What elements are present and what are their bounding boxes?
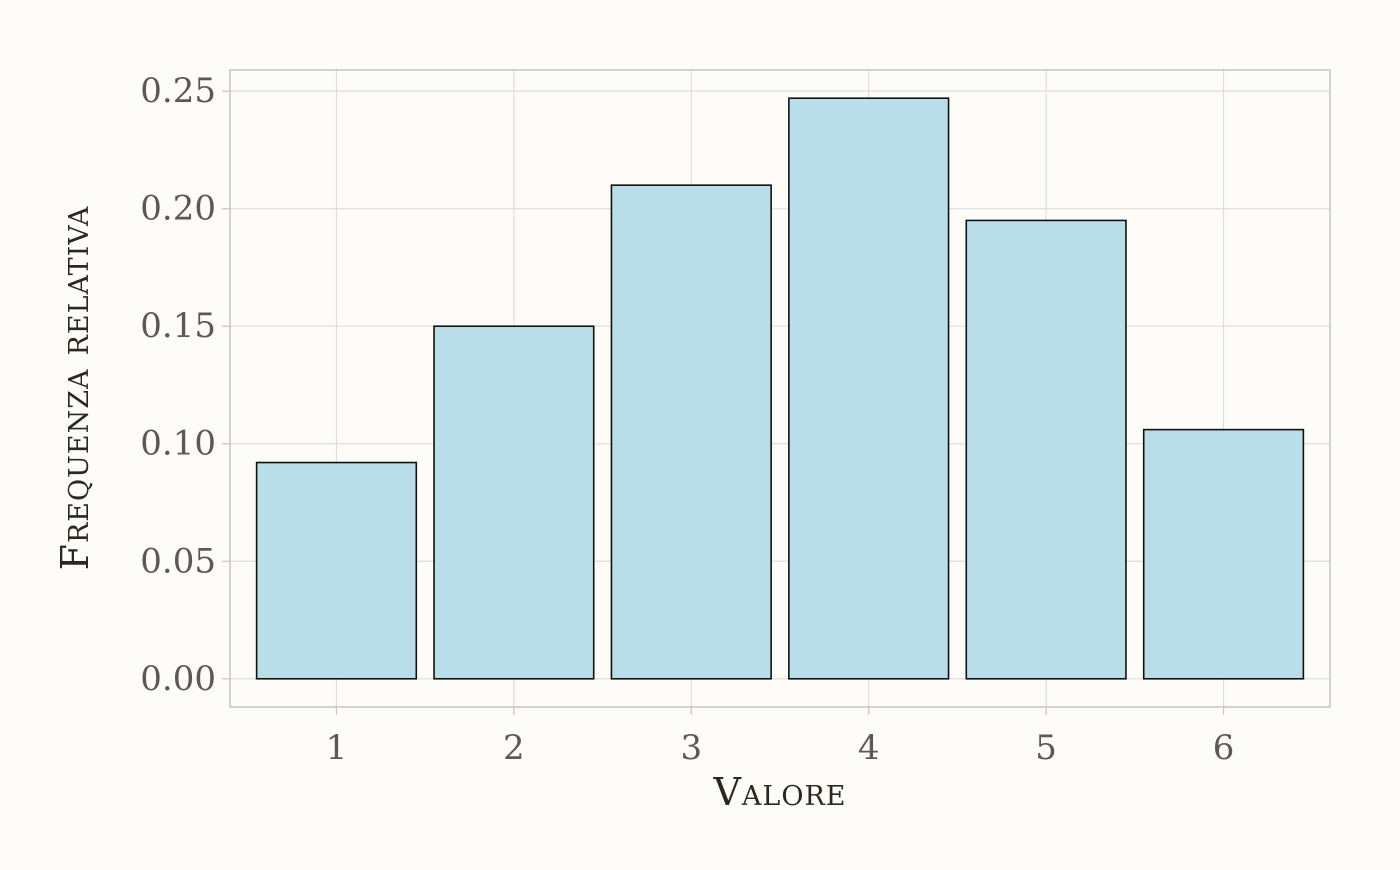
bar-4 — [788, 97, 950, 680]
bar-3 — [610, 184, 772, 680]
y-tick-label: 0.20 — [140, 189, 216, 229]
x-axis-title: Valore — [712, 770, 846, 814]
x-tick-label: 1 — [326, 728, 348, 768]
x-tick-label: 4 — [858, 728, 880, 768]
x-tick-label: 3 — [680, 728, 702, 768]
y-tick-label: 0.00 — [140, 659, 216, 699]
x-tick-label: 5 — [1035, 728, 1057, 768]
y-tick-label: 0.05 — [140, 541, 216, 581]
bar-2 — [433, 325, 595, 680]
x-axis-ticks: 1 2 3 4 5 6 — [326, 707, 1235, 768]
plot-panel-border — [229, 69, 1331, 708]
bar-6 — [1142, 428, 1305, 680]
bar-1 — [255, 461, 418, 680]
y-tick-label: 0.15 — [140, 306, 216, 346]
y-tick-label: 0.25 — [140, 71, 216, 111]
y-axis-ticks: 0.00 0.05 0.10 0.15 0.20 0.25 — [140, 71, 230, 699]
y-tick-label: 0.10 — [140, 424, 216, 464]
bars — [255, 97, 1305, 680]
y-axis-title: Frequenza relativa — [53, 206, 97, 571]
bar-5 — [965, 219, 1127, 680]
x-tick-label: 2 — [503, 728, 525, 768]
x-tick-label: 6 — [1213, 728, 1235, 768]
